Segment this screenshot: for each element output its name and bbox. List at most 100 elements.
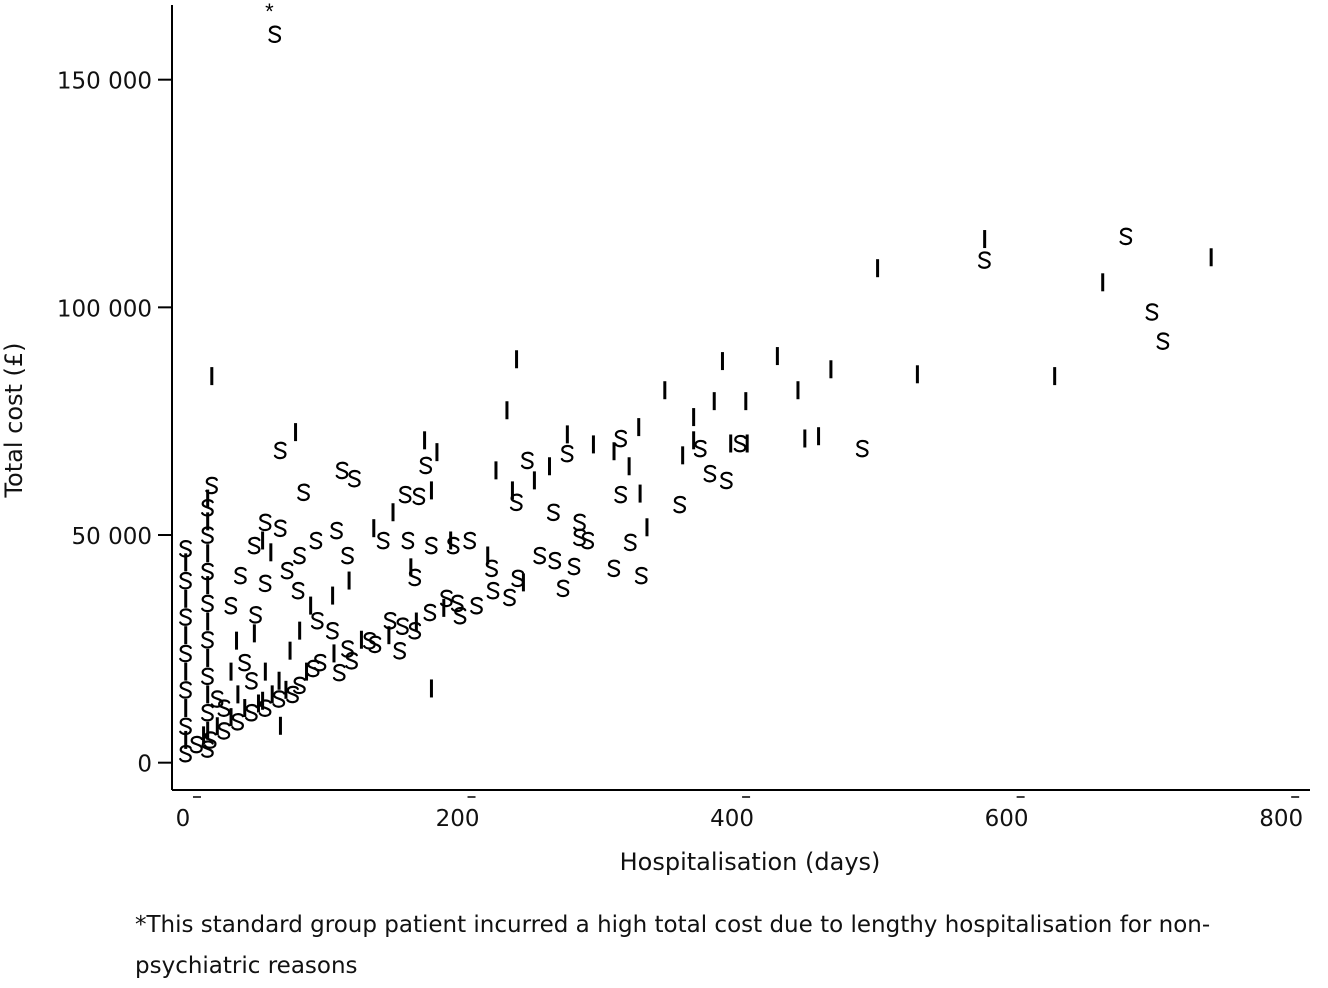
point-i-marker [591, 435, 595, 454]
point-s-marker [368, 635, 382, 654]
point-i-marker [637, 418, 641, 437]
x-tick-label: 600 [985, 806, 1029, 832]
point-s-marker [463, 531, 476, 550]
point-s-marker [450, 594, 464, 613]
y-ticks: 0 50 000 100 000 150 000 [57, 69, 172, 778]
point-s-marker [179, 681, 192, 699]
point-i-marker [184, 730, 188, 749]
point-i-marker [261, 691, 265, 710]
x-axis-label: Hospitalisation (days) [620, 848, 881, 876]
point-i-marker [294, 423, 298, 442]
point-s-marker [607, 559, 621, 578]
point-i-marker [521, 573, 525, 592]
point-i-marker [429, 679, 433, 698]
point-i-marker [627, 457, 631, 476]
point-s-marker [347, 469, 361, 488]
point-s-marker [210, 690, 224, 708]
point-s-marker [291, 581, 305, 600]
point-s-marker [573, 513, 586, 532]
point-s-marker [332, 663, 346, 682]
point-i-marker [692, 408, 696, 427]
y-axis-label: Total cost (£) [0, 342, 28, 498]
point-s-marker [286, 685, 299, 704]
point-i-marker [565, 425, 569, 444]
point-i-marker [252, 624, 256, 643]
point-s-marker [560, 444, 574, 463]
point-i-marker [414, 612, 418, 631]
point-s-marker [247, 536, 261, 555]
point-i-marker [261, 531, 265, 550]
point-s-marker [179, 644, 192, 663]
point-s-marker [412, 487, 426, 506]
point-s-marker [383, 611, 397, 630]
point-i-marker [229, 708, 233, 727]
point-i-marker [184, 553, 188, 572]
point-i-marker [215, 717, 219, 736]
point-s-marker [453, 606, 467, 625]
point-s-marker [249, 606, 262, 624]
point-i-marker [548, 457, 552, 476]
point-s-marker [306, 659, 320, 678]
point-s-marker [268, 25, 282, 44]
point-s-marker [978, 251, 991, 269]
point-s-marker [1156, 332, 1170, 350]
point-s-marker [238, 653, 251, 672]
point-s-marker [341, 546, 354, 565]
point-s-marker [245, 672, 258, 690]
x-ticks: 0 200 400 600 800 [176, 796, 1303, 832]
point-s-marker [398, 485, 412, 504]
point-s-marker [470, 596, 483, 615]
point-s-marker [719, 471, 733, 490]
point-i-marker [817, 427, 821, 446]
point-i-marker [515, 350, 519, 369]
point-s-marker [520, 451, 534, 470]
point-s-marker [424, 536, 438, 555]
point-i-marker [263, 662, 267, 681]
point-i-marker [423, 431, 427, 450]
point-i-marker [681, 446, 685, 465]
annotation-asterisk: * [265, 0, 274, 24]
point-i-marker [235, 631, 239, 650]
point-s-marker [201, 631, 214, 649]
point-i-marker [236, 685, 240, 704]
point-i-marker [983, 230, 987, 249]
point-s-marker [293, 546, 306, 565]
point-s-marker [201, 667, 214, 686]
y-tick-label: 150 000 [57, 69, 152, 95]
point-s-marker [376, 531, 390, 550]
point-i-marker [206, 512, 210, 531]
footnote: *This standard group patient incurred a … [135, 912, 1211, 979]
point-s-marker [567, 557, 581, 576]
point-s-marker [217, 722, 231, 740]
point-s-marker [224, 596, 238, 615]
point-s-marker [408, 621, 422, 640]
point-i-marker [442, 598, 446, 617]
point-i-marker [270, 685, 274, 704]
point-s-marker [245, 703, 258, 722]
point-i-marker [876, 259, 880, 278]
point-s-marker [258, 574, 272, 593]
point-i-marker [184, 626, 188, 645]
point-i-marker [305, 662, 309, 681]
x-tick-label: 0 [176, 806, 191, 832]
point-i-marker [803, 429, 807, 448]
point-s-marker [547, 503, 560, 522]
point-i-marker [269, 543, 273, 562]
point-i-marker [359, 630, 363, 649]
point-s-marker [533, 546, 546, 565]
point-s-marker [486, 581, 500, 600]
y-tick-label: 0 [137, 752, 152, 778]
point-i-marker [429, 481, 433, 500]
x-tick-label: 400 [710, 806, 754, 832]
point-s-marker [733, 434, 747, 453]
point-s-marker [280, 561, 294, 580]
point-s-marker [272, 690, 286, 708]
point-s-marker [556, 579, 570, 598]
point-s-marker [511, 569, 525, 588]
point-s-marker [614, 429, 627, 448]
point-i-marker [206, 612, 210, 631]
point-i-marker [184, 662, 188, 681]
y-tick-label: 50 000 [72, 524, 152, 550]
point-s-marker [201, 740, 214, 758]
point-i-marker [309, 596, 313, 615]
